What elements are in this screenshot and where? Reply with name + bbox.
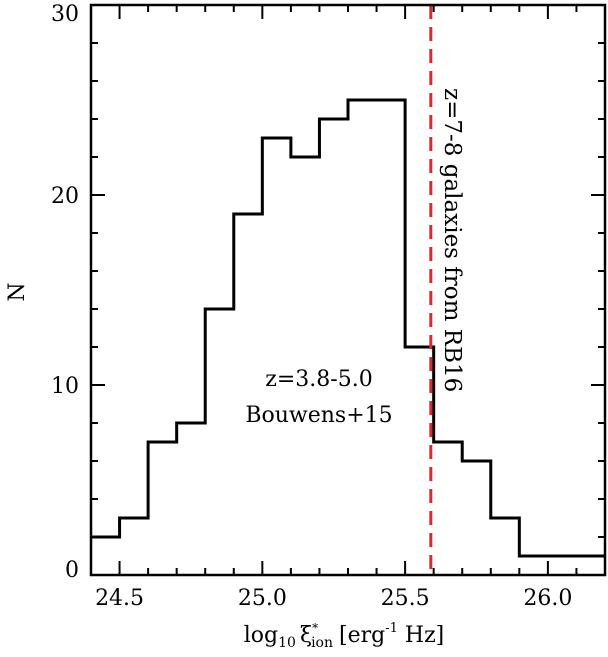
- histogram-bin: [177, 423, 206, 575]
- y-tick-label: 10: [51, 374, 79, 399]
- histogram-series: [91, 98, 605, 558]
- histogram-bin: [519, 556, 548, 575]
- x-tick-label: 26.0: [523, 586, 572, 611]
- histogram-bin: [291, 157, 320, 575]
- x-axis-title: log10 ξ* ion [erg-1 Hz]: [244, 621, 445, 651]
- histogram-bin: [348, 100, 377, 575]
- histogram-bin: [377, 100, 406, 575]
- y-tick-label: 30: [51, 2, 79, 27]
- annotation-line-2: Bouwens+15: [245, 403, 392, 428]
- x-tick-label: 24.5: [95, 586, 144, 611]
- histogram-bin: [319, 119, 348, 575]
- x-tick-label: 25.0: [238, 586, 287, 611]
- histogram-bin: [262, 138, 291, 575]
- y-axis-title: N: [5, 282, 30, 301]
- histogram-bin: [491, 518, 520, 575]
- plot-layer: [90, 4, 606, 576]
- y-tick-label: 20: [51, 184, 79, 209]
- vline-label: z=7-8 galaxies from RB16: [439, 88, 465, 392]
- histogram-bin: [462, 461, 491, 575]
- histogram-bin: [576, 556, 605, 575]
- histogram-bin: [548, 556, 577, 575]
- annotation-line-1: z=3.8-5.0: [265, 367, 372, 392]
- histogram-bin: [434, 442, 463, 575]
- histogram-bin: [120, 518, 149, 575]
- plot-frame: [89, 3, 607, 577]
- histogram-bin: [91, 537, 120, 575]
- histogram-bin: [205, 309, 234, 575]
- histogram-bin: [148, 442, 177, 575]
- histogram-bin: [234, 214, 263, 575]
- y-tick-label: 0: [65, 558, 79, 583]
- x-tick-label: 25.5: [381, 586, 430, 611]
